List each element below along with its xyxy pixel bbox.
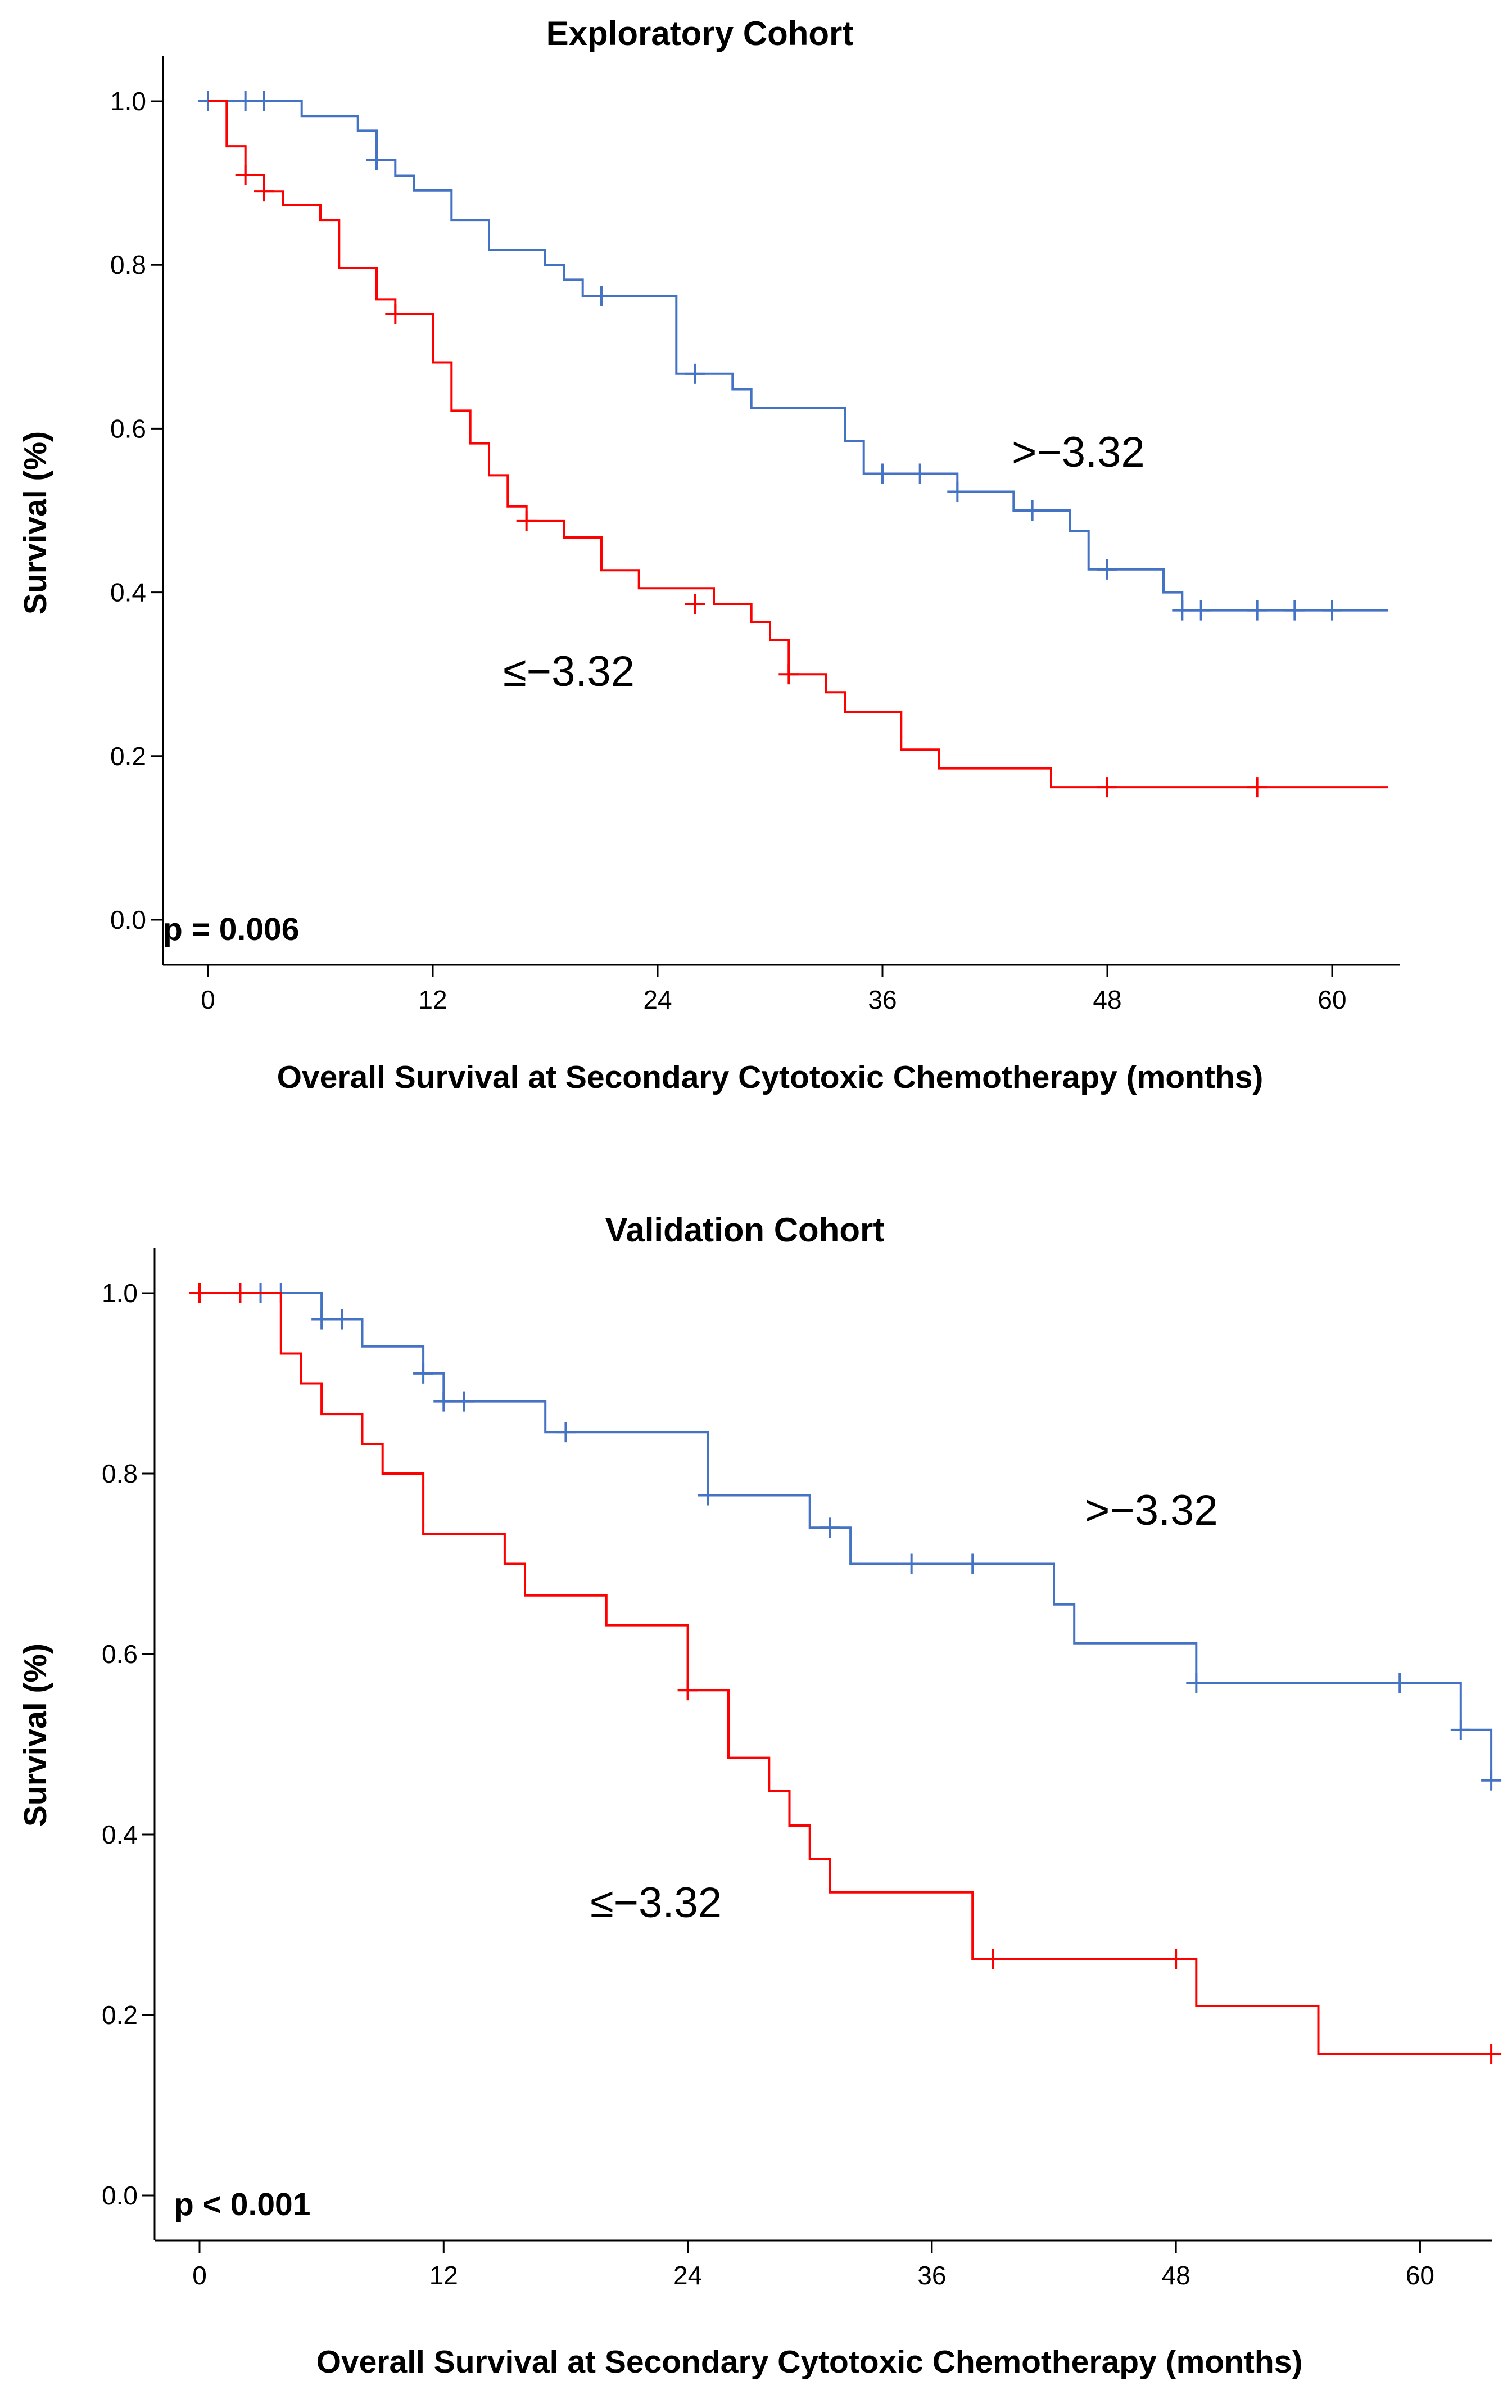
censor-mark <box>516 510 537 531</box>
censor-mark <box>1022 500 1043 521</box>
x-tick-label: 24 <box>673 2261 702 2290</box>
censor-mark <box>947 481 968 502</box>
y-axis-label: Survival (%) <box>17 1643 53 1827</box>
chart-title: Validation Cohort <box>605 1211 885 1249</box>
x-tick-label: 12 <box>418 985 447 1014</box>
censor-mark <box>1247 777 1267 798</box>
x-tick-label: 0 <box>201 985 215 1014</box>
y-tick-label: 0.2 <box>110 742 146 771</box>
censor-mark <box>1481 2044 1502 2064</box>
series-label-high: >−3.32 <box>1085 1487 1218 1534</box>
chart-title: Exploratory Cohort <box>546 15 854 52</box>
y-tick-label: 0.0 <box>110 905 146 934</box>
censor-mark <box>555 1422 576 1443</box>
x-tick-label: 48 <box>1093 985 1121 1014</box>
y-tick-label: 1.0 <box>102 1278 138 1308</box>
censor-mark <box>909 463 930 484</box>
censor-mark <box>778 664 799 685</box>
x-tick-label: 48 <box>1162 2261 1190 2290</box>
x-tick-label: 24 <box>643 985 672 1014</box>
censor-mark <box>820 1517 840 1538</box>
censor-mark <box>1481 1770 1502 1791</box>
censor-mark <box>1389 1673 1410 1693</box>
series-label-low: ≤−3.32 <box>590 1879 722 1927</box>
censor-mark <box>1322 600 1342 621</box>
censor-mark <box>189 1283 210 1303</box>
validation-cohort-chart: Validation Cohort Survival (%) Overall S… <box>0 1203 1512 2408</box>
censor-mark <box>1247 600 1267 621</box>
censor-mark <box>983 1949 1003 1969</box>
censor-mark <box>872 463 893 484</box>
x-tick-label: 12 <box>429 2261 458 2290</box>
km-plot-validation: Validation Cohort Survival (%) Overall S… <box>17 1211 1502 2380</box>
y-tick-label: 0.6 <box>102 1639 138 1669</box>
y-tick-label: 0.8 <box>110 250 146 279</box>
censor-mark <box>311 1309 332 1330</box>
censor-mark <box>433 1391 454 1412</box>
censor-mark <box>235 165 256 186</box>
y-tick-label: 0.2 <box>102 2000 138 2030</box>
censor-mark <box>254 181 274 202</box>
censor-mark <box>1284 600 1305 621</box>
censor-mark <box>1190 600 1211 621</box>
censor-mark <box>591 286 612 306</box>
censor-mark <box>254 91 274 111</box>
y-tick-label: 1.0 <box>110 87 146 116</box>
censor-mark <box>230 1283 251 1303</box>
censor-mark <box>1186 1673 1207 1693</box>
censor-mark <box>677 1680 698 1701</box>
censor-mark <box>685 363 705 384</box>
censor-mark <box>235 91 256 111</box>
survival-curve-low <box>208 100 1388 789</box>
censor-mark <box>698 1485 718 1506</box>
survival-curve-high <box>200 1292 1493 1781</box>
x-axis-label: Overall Survival at Secondary Cytotoxic … <box>277 1059 1264 1095</box>
censor-mark <box>901 1553 922 1574</box>
y-tick-label: 0.6 <box>110 414 146 443</box>
x-axis-label: Overall Survival at Secondary Cytotoxic … <box>316 2344 1303 2380</box>
censor-mark <box>385 304 406 324</box>
x-tick-label: 0 <box>192 2261 207 2290</box>
censor-mark <box>1166 1949 1187 1969</box>
censor-mark <box>1172 600 1193 621</box>
x-tick-label: 36 <box>868 985 897 1014</box>
km-plot-exploratory: Exploratory Cohort Survival (%) Overall … <box>17 15 1400 1095</box>
censor-mark <box>413 1363 434 1384</box>
y-tick-label: 0.4 <box>102 1820 138 1849</box>
censor-mark <box>685 593 705 614</box>
p-value-label: p < 0.001 <box>174 2186 310 2222</box>
x-tick-label: 60 <box>1406 2261 1434 2290</box>
y-tick-label: 0.0 <box>102 2181 138 2210</box>
series-label-low: ≤−3.32 <box>503 648 635 695</box>
censor-mark <box>1097 559 1117 580</box>
p-value-label: p = 0.006 <box>163 911 299 947</box>
y-tick-label: 0.8 <box>102 1459 138 1488</box>
x-tick-label: 36 <box>917 2261 946 2290</box>
censor-mark <box>366 150 387 170</box>
censor-mark <box>1097 777 1117 798</box>
x-tick-label: 60 <box>1318 985 1346 1014</box>
survival-curve-high <box>208 100 1388 612</box>
y-tick-label: 0.4 <box>110 578 146 607</box>
series-label-high: >−3.32 <box>1012 428 1145 476</box>
censor-mark <box>1450 1719 1471 1740</box>
censor-mark <box>332 1309 352 1330</box>
survival-curve-low <box>200 1292 1492 2055</box>
exploratory-cohort-chart: Exploratory Cohort Survival (%) Overall … <box>0 0 1512 1141</box>
y-axis-label: Survival (%) <box>17 431 53 615</box>
censor-mark <box>962 1553 983 1574</box>
censor-mark <box>454 1391 474 1412</box>
